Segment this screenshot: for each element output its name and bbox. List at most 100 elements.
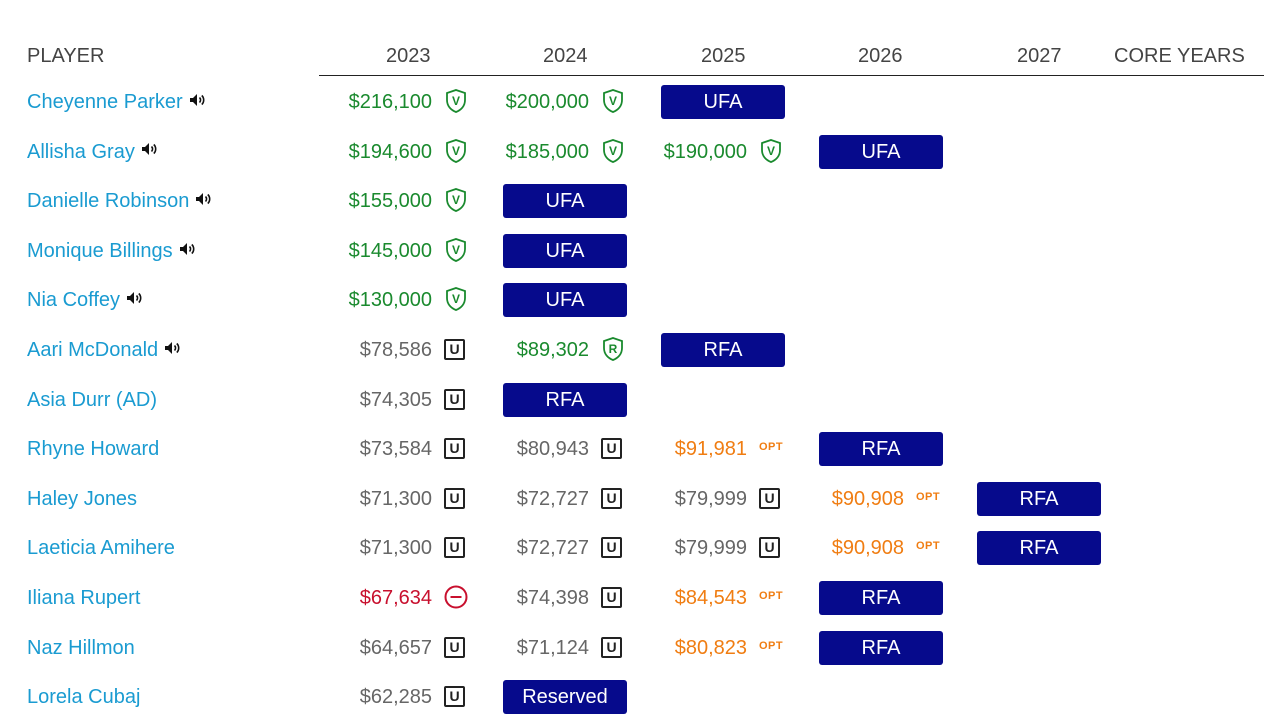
status-badge[interactable]: RFA: [819, 432, 943, 467]
salary-amount: $67,634: [359, 587, 432, 609]
salary-amount: $90,908: [831, 487, 904, 510]
unprotected-icon: U: [444, 487, 465, 509]
salary-amount: $80,943: [516, 438, 589, 461]
salary-amount: $72,727: [516, 487, 589, 510]
salary-amount: $89,302: [516, 339, 589, 361]
table-row: Cheyenne Parker $216,100 V $200,000 V UFA: [0, 84, 1280, 120]
player-name: Rhyne Howard: [27, 438, 160, 461]
player-link[interactable]: Cheyenne Parker: [27, 90, 207, 114]
player-name: Haley Jones: [27, 487, 138, 510]
unprotected-icon: U: [601, 537, 622, 559]
player-link[interactable]: Haley Jones: [27, 487, 137, 511]
player-name: Asia Durr (AD): [27, 388, 158, 411]
player-link[interactable]: Laeticia Amihere: [27, 536, 175, 560]
salary-amount: $200,000: [505, 91, 589, 113]
status-badge[interactable]: RFA: [819, 630, 943, 665]
header-2023: 2023: [386, 45, 431, 67]
salary-amount: $62,285: [359, 686, 432, 709]
speaker-icon[interactable]: [179, 238, 197, 262]
unprotected-icon: U: [444, 388, 465, 410]
player-name: Iliana Rupert: [27, 587, 141, 609]
salary-amount: $190,000: [663, 140, 747, 163]
table-row: Lorela Cubaj $62,285 U Reserved: [0, 679, 1280, 715]
unprotected-icon: U: [601, 438, 622, 460]
table-row: Naz Hillmon $64,657 U $71,124 U $80,823 OPT RFA: [0, 630, 1280, 666]
svg-text:V: V: [452, 193, 460, 207]
veteran-shield-icon: V: [443, 187, 469, 218]
option-tag: OPT: [916, 540, 941, 553]
veteran-shield-icon: V: [443, 138, 469, 169]
svg-text:V: V: [452, 292, 460, 306]
rookie-shield-icon: R: [600, 336, 626, 367]
table-row: Iliana Rupert $67,634 $74,398 U $84,543 OPT RF…: [0, 580, 1280, 616]
speaker-icon[interactable]: [189, 89, 207, 113]
salary-amount: $216,100: [348, 91, 432, 113]
top-strip-decoration: [0, 0, 1280, 2]
speaker-icon[interactable]: [164, 337, 182, 361]
option-tag: OPT: [916, 490, 941, 503]
unprotected-icon: U: [444, 537, 465, 559]
status-badge[interactable]: UFA: [503, 233, 627, 268]
table-row: Monique Billings $145,000 V UFA: [0, 233, 1280, 269]
salary-amount: $72,727: [516, 537, 589, 560]
option-tag: OPT: [759, 639, 784, 652]
speaker-icon[interactable]: [195, 188, 213, 212]
svg-text:V: V: [452, 144, 460, 158]
status-badge[interactable]: UFA: [503, 283, 627, 318]
player-link[interactable]: Monique Billings: [27, 239, 197, 263]
status-badge[interactable]: RFA: [661, 333, 785, 367]
header-divider: [319, 75, 1264, 76]
veteran-shield-icon: V: [443, 286, 469, 317]
svg-text:V: V: [609, 144, 617, 158]
player-link[interactable]: Asia Durr (AD): [27, 388, 157, 412]
status-badge[interactable]: RFA: [503, 382, 627, 417]
player-name: Nia Coffey: [27, 289, 121, 312]
header-player: PLAYER: [27, 45, 105, 67]
table-row: Aari McDonald $78,586 U $89,302 R RFA: [0, 332, 1280, 368]
salary-amount: $71,124: [516, 636, 589, 659]
status-badge[interactable]: UFA: [503, 184, 627, 219]
player-link[interactable]: Danielle Robinson: [27, 189, 213, 213]
player-link[interactable]: Iliana Rupert: [27, 586, 140, 610]
salary-amount: $74,305: [359, 388, 432, 411]
header-2024: 2024: [543, 45, 588, 67]
player-link[interactable]: Nia Coffey: [27, 288, 144, 312]
player-link[interactable]: Aari McDonald: [27, 338, 182, 362]
speaker-icon[interactable]: [126, 287, 144, 311]
table-row: Laeticia Amihere $71,300 U $72,727 U $79,999 U…: [0, 530, 1280, 566]
status-badge[interactable]: RFA: [977, 481, 1101, 516]
salary-amount: $185,000: [505, 140, 589, 163]
unprotected-icon: U: [444, 438, 465, 460]
salary-amount: $78,586: [359, 339, 432, 361]
table-row: Allisha Gray $194,600 V $185,000 V $190,000 V U…: [0, 134, 1280, 170]
unprotected-icon: U: [601, 636, 622, 658]
speaker-icon[interactable]: [141, 138, 159, 162]
player-link[interactable]: Naz Hillmon: [27, 636, 135, 660]
status-badge[interactable]: Reserved: [503, 680, 627, 715]
player-link[interactable]: Rhyne Howard: [27, 437, 159, 461]
unprotected-icon: U: [601, 587, 622, 608]
salary-amount: $71,300: [359, 487, 432, 510]
salary-amount: $64,657: [359, 636, 432, 659]
status-badge[interactable]: UFA: [819, 134, 943, 169]
salary-amount: $84,543: [674, 587, 747, 609]
salary-amount: $74,398: [516, 587, 589, 609]
player-name: Monique Billings: [27, 239, 173, 262]
unprotected-icon: U: [601, 487, 622, 509]
salary-amount: $79,999: [674, 487, 747, 510]
unprotected-icon: U: [759, 537, 780, 559]
status-badge[interactable]: UFA: [661, 85, 785, 119]
unprotected-icon: U: [444, 339, 465, 360]
player-name: Naz Hillmon: [27, 636, 135, 659]
unprotected-icon: U: [444, 636, 465, 658]
header-core-years: CORE YEARS: [1114, 45, 1245, 67]
veteran-shield-icon: V: [600, 138, 626, 169]
player-link[interactable]: Lorela Cubaj: [27, 685, 140, 709]
table-row: Nia Coffey $130,000 V UFA: [0, 282, 1280, 318]
player-link[interactable]: Allisha Gray: [27, 140, 159, 164]
table-row: Haley Jones $71,300 U $72,727 U $79,999 U $90,9…: [0, 481, 1280, 517]
status-badge[interactable]: RFA: [977, 531, 1101, 566]
table-header: PLAYER 2023 2024 2025 2026 2027 CORE YEA…: [0, 44, 1280, 70]
status-badge[interactable]: RFA: [819, 581, 943, 615]
salary-amount: $71,300: [359, 537, 432, 560]
